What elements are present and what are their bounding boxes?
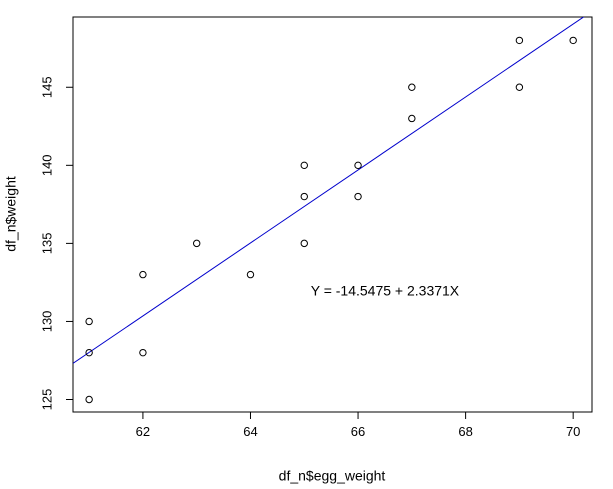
y-tick-label: 135 [39, 233, 54, 255]
data-point [354, 161, 362, 170]
data-point [85, 348, 93, 357]
data-point [569, 36, 577, 45]
x-tick-label: 68 [458, 424, 472, 439]
data-point [300, 192, 308, 201]
x-axis: 62 64 66 68 70 [136, 412, 580, 439]
data-point [85, 395, 93, 404]
plot-frame [72, 16, 593, 413]
data-point [408, 114, 416, 123]
data-point [139, 348, 147, 357]
data-point [139, 270, 147, 279]
y-axis-title: df_n$weight [3, 176, 19, 252]
data-point [192, 239, 201, 248]
y-axis: 125 130 135 140 145 [39, 76, 73, 410]
data-point [515, 36, 524, 45]
data-point [246, 270, 255, 279]
data-point [515, 83, 524, 91]
data-point [354, 192, 362, 201]
y-tick-label: 145 [39, 76, 54, 98]
data-point [408, 83, 416, 91]
data-point [300, 239, 308, 248]
x-tick-label: 66 [351, 424, 365, 439]
x-tick-label: 64 [243, 424, 257, 439]
y-tick-label: 140 [39, 154, 54, 176]
regression-equation: Y = -14.5475 + 2.3371X [311, 282, 460, 298]
x-tick-label: 62 [136, 424, 150, 439]
x-tick-label: 70 [566, 424, 580, 439]
data-points [85, 36, 577, 404]
data-point [85, 317, 93, 326]
regression-line [73, 17, 585, 364]
data-point [300, 161, 308, 170]
y-tick-label: 125 [39, 389, 54, 411]
y-tick-label: 130 [39, 311, 54, 333]
x-axis-title: df_n$egg_weight [279, 468, 386, 484]
